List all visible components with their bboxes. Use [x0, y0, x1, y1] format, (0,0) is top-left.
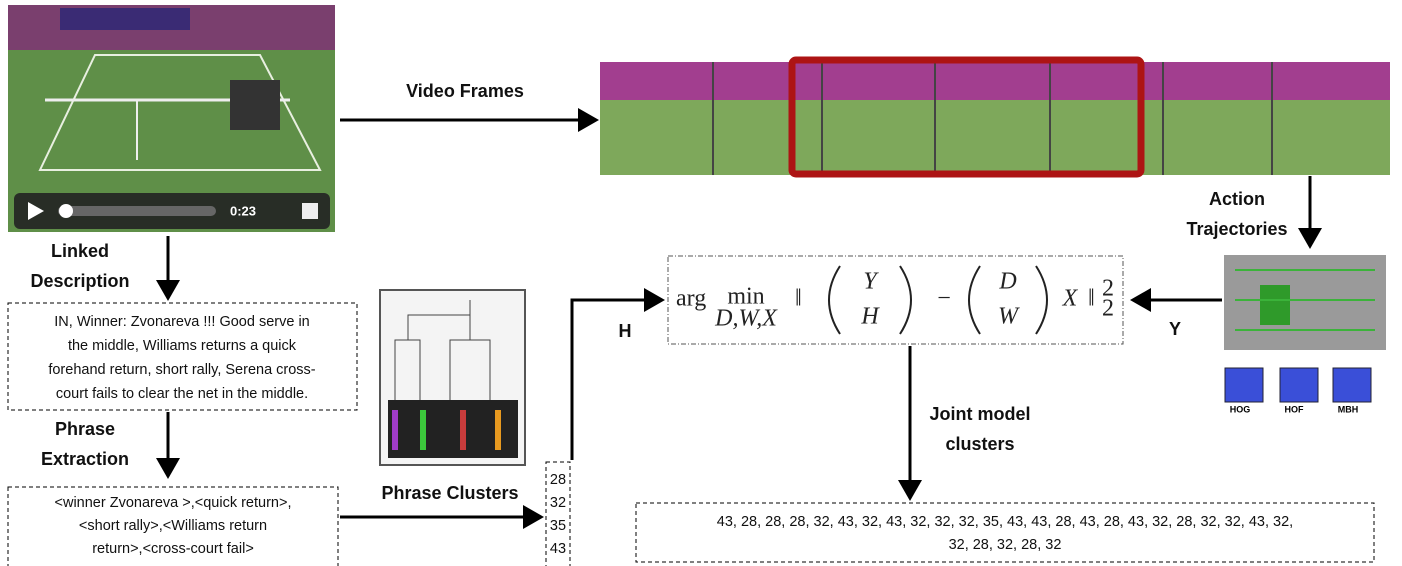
video-player: 0:23 — [8, 5, 335, 232]
joint-clusters: 43, 28, 28, 28, 32, 43, 32, 43, 32, 32, … — [717, 514, 1293, 530]
linked-label: Linked — [51, 241, 109, 261]
math: X — [1062, 286, 1079, 312]
dendrogram — [380, 290, 525, 465]
math: H — [860, 304, 880, 330]
description: court fails to clear the net in the midd… — [56, 386, 308, 402]
description: forehand return, short rally, Serena cro… — [48, 362, 315, 378]
descriptor: HOG — [1230, 404, 1251, 414]
math: W — [998, 304, 1020, 330]
action-label: Action — [1209, 189, 1265, 209]
description: the middle, Williams returns a quick — [68, 338, 297, 354]
math: − — [937, 286, 951, 312]
math: D,W,X — [714, 306, 778, 332]
joint-label: Joint model — [929, 404, 1030, 424]
diagram: 0:23 Video Frames Action Trajectories HO… — [0, 0, 1402, 566]
cluster: 43 — [550, 541, 566, 557]
video-frames — [600, 60, 1390, 175]
math: arg — [676, 286, 706, 312]
math: ‖ — [1088, 286, 1095, 312]
play-button[interactable] — [22, 198, 48, 224]
math: 2 — [1102, 276, 1114, 302]
joint-clusters-box — [636, 503, 1374, 562]
phrase-label: Phrase — [55, 419, 115, 439]
arrow — [572, 300, 662, 460]
video-frames-label: Video Frames — [406, 81, 524, 101]
descriptor-icons — [1225, 368, 1371, 402]
phrase: <winner Zvonareva >,<quick return>, — [55, 495, 292, 511]
action-label: Trajectories — [1186, 219, 1287, 239]
trajectory-image — [1224, 255, 1386, 350]
math: D — [998, 269, 1016, 295]
description: IN, Winner: Zvonareva !!! Good serve in — [54, 314, 309, 330]
cluster: 32 — [550, 495, 566, 511]
joint-clusters: 32, 28, 32, 28, 32 — [949, 537, 1062, 553]
descriptor: MBH — [1338, 404, 1359, 414]
h-label: H — [619, 321, 632, 341]
y-label: Y — [1169, 319, 1181, 339]
cluster: 35 — [550, 518, 566, 534]
phrase: return>,<cross-court fail> — [92, 541, 254, 557]
descriptor: HOF — [1285, 404, 1305, 414]
phrase-clusters-label: Phrase Clusters — [381, 483, 518, 503]
linked-label: Description — [30, 271, 129, 291]
joint-label: clusters — [945, 434, 1014, 454]
phrase: <short rally>,<Williams return — [79, 518, 267, 534]
cluster: 28 — [550, 472, 566, 488]
video-time: 0:23 — [230, 203, 256, 218]
math: ‖ — [795, 286, 802, 312]
phrase-label: Extraction — [41, 449, 129, 469]
